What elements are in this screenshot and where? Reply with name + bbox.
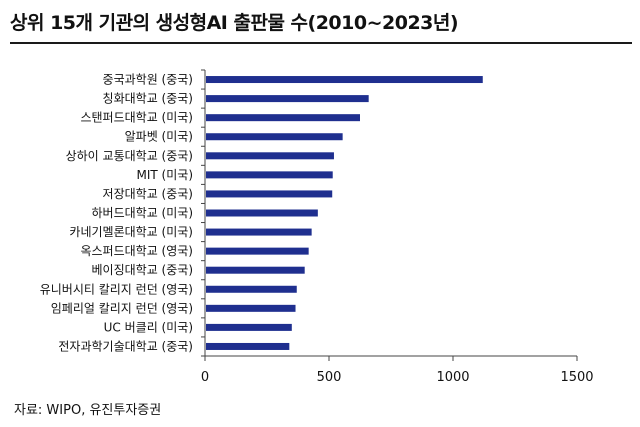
category-label: 저장대학교 (중국) bbox=[103, 187, 193, 201]
x-tick-label: 500 bbox=[317, 370, 342, 385]
category-label: 전자과학기술대학교 (중국) bbox=[58, 339, 193, 353]
bars-layer bbox=[206, 76, 483, 350]
bar bbox=[206, 304, 296, 312]
bar bbox=[206, 76, 483, 84]
category-label: 베이징대학교 (중국) bbox=[92, 263, 194, 277]
category-label: 하버드대학교 (미국) bbox=[92, 206, 194, 220]
category-label: 중국과학원 (중국) bbox=[103, 73, 193, 87]
x-tick-label: 1500 bbox=[560, 370, 593, 385]
bar bbox=[206, 228, 312, 236]
bar bbox=[206, 133, 343, 141]
category-label: 유니버시티 칼리지 런던 (영국) bbox=[40, 282, 193, 296]
bar bbox=[206, 323, 292, 331]
x-tick-label: 0 bbox=[201, 370, 209, 385]
source-note: 자료: WIPO, 유진투자증권 bbox=[14, 403, 162, 418]
bar bbox=[206, 95, 369, 103]
bar bbox=[206, 266, 305, 274]
bar bbox=[206, 171, 333, 179]
page-title: 상위 15개 기관의 생성형AI 출판물 수(2010~2023년) bbox=[10, 12, 459, 34]
category-label: 임페리얼 칼리지 런던 (영국) bbox=[51, 301, 193, 315]
category-label: 알파벳 (미국) bbox=[125, 130, 193, 144]
bar bbox=[206, 209, 318, 217]
category-label: 칭화대학교 (중국) bbox=[103, 92, 193, 106]
category-labels: 중국과학원 (중국) 칭화대학교 (중국) 스탠퍼드대학교 (미국) 알파벳 (미국)… bbox=[40, 73, 193, 354]
category-label: 카네기멜론대학교 (미국) bbox=[69, 225, 193, 239]
bar bbox=[206, 342, 290, 350]
category-label: 옥스퍼드대학교 (영국) bbox=[80, 244, 193, 258]
bar bbox=[206, 285, 297, 293]
category-label: MIT (미국) bbox=[137, 168, 193, 182]
bar bbox=[206, 247, 309, 255]
x-tick-label: 1000 bbox=[436, 370, 469, 385]
category-label: 스탠퍼드대학교 (미국) bbox=[80, 111, 193, 125]
category-label: UC 버클리 (미국) bbox=[104, 320, 193, 334]
bar bbox=[206, 152, 334, 160]
x-axis-ticks: 0 500 1000 1500 bbox=[201, 69, 594, 385]
title-underline bbox=[10, 42, 632, 44]
bar bbox=[206, 190, 333, 198]
bar bbox=[206, 114, 360, 122]
category-label: 상하이 교통대학교 (중국) bbox=[66, 149, 193, 163]
